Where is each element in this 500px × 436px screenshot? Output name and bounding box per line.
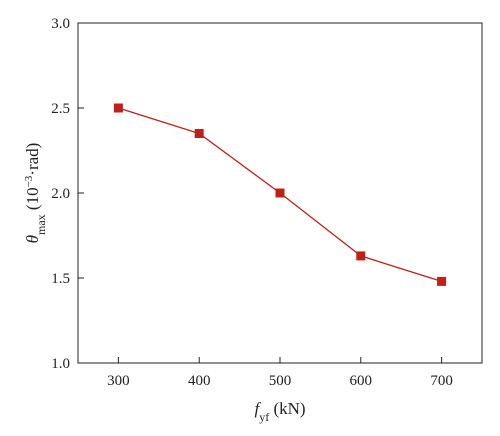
y-tick-label: 3.0 bbox=[51, 16, 70, 32]
data-point-marker bbox=[113, 103, 123, 113]
data-point-marker bbox=[437, 276, 447, 286]
ticks: 300 400 500 600 700 1.0 1.5 2.0 2.5 3.0 bbox=[51, 16, 453, 389]
x-axis-label: fyf (kN) bbox=[254, 399, 305, 424]
y-tick-label: 2.0 bbox=[51, 186, 70, 202]
data-point-marker bbox=[194, 129, 204, 138]
y-tick-label: 2.5 bbox=[51, 101, 70, 117]
data-point-marker bbox=[356, 251, 366, 261]
y-tick-label: 1.5 bbox=[51, 271, 70, 287]
x-tick-label: 300 bbox=[107, 373, 130, 389]
y-axis-label: θmax (10−3·rad) bbox=[23, 143, 48, 244]
x-tick-label: 700 bbox=[430, 373, 453, 389]
series bbox=[113, 103, 447, 286]
data-point-marker bbox=[275, 188, 285, 198]
x-tick-label: 400 bbox=[188, 373, 211, 389]
x-tick-label: 600 bbox=[350, 373, 373, 389]
y-tick-label: 1.0 bbox=[51, 356, 70, 372]
x-tick-label: 500 bbox=[269, 373, 292, 389]
